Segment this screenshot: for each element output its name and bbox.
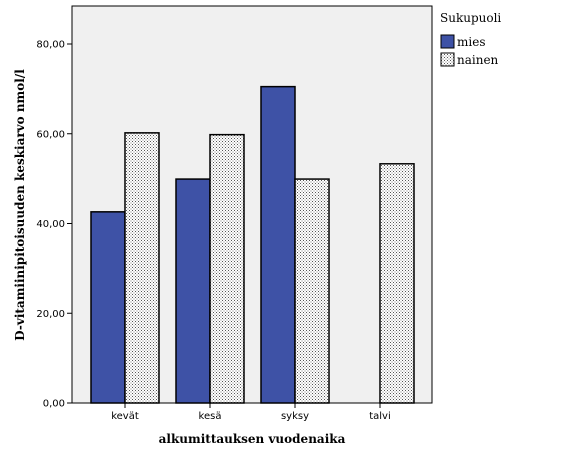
y-tick-label: 80,00 bbox=[36, 40, 65, 51]
x-tick-label: talvi bbox=[369, 411, 391, 422]
bar-nainen-syksy bbox=[294, 178, 330, 404]
legend-swatch-nainen bbox=[440, 52, 455, 67]
y-axis: 0,00 20,00 40,00 60,00 80,00 bbox=[36, 40, 72, 410]
x-tick-label: syksy bbox=[281, 411, 309, 422]
x-axis: kevät kesä syksy talvi bbox=[111, 403, 391, 422]
y-tick-label: 40,00 bbox=[36, 219, 65, 230]
legend-title: Sukupuoli bbox=[440, 11, 501, 25]
x-tick-label: kevät bbox=[111, 411, 139, 422]
y-tick-label: 20,00 bbox=[36, 309, 65, 320]
bar-mies-kesä bbox=[175, 178, 211, 404]
legend-label-nainen: nainen bbox=[457, 53, 499, 67]
y-axis-title: D-vitamiinipitoisuuden keskiarvo nmol/l bbox=[13, 69, 27, 341]
x-axis-title: alkumittauksen vuodenaika bbox=[159, 432, 346, 446]
bar-nainen-kesä bbox=[209, 133, 245, 404]
bars bbox=[90, 85, 415, 404]
y-tick-label: 60,00 bbox=[36, 129, 65, 140]
y-tick-label: 0,00 bbox=[43, 399, 65, 410]
legend-label-mies: mies bbox=[457, 35, 485, 49]
legend: Sukupuoli mies nainen bbox=[440, 11, 501, 67]
bar-mies-kevät bbox=[90, 211, 126, 404]
bar-nainen-kevät bbox=[124, 132, 160, 404]
x-tick-label: kesä bbox=[199, 411, 222, 422]
bar-mies-syksy bbox=[260, 85, 296, 404]
bar-nainen-talvi bbox=[379, 163, 415, 404]
legend-swatch-mies bbox=[440, 34, 455, 49]
